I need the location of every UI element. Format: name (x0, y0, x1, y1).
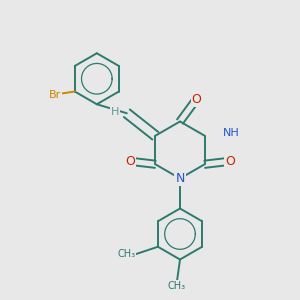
Text: CH₃: CH₃ (117, 249, 135, 259)
Text: O: O (125, 155, 135, 168)
Text: O: O (225, 155, 235, 168)
Text: CH₃: CH₃ (168, 281, 186, 291)
Text: NH: NH (223, 128, 239, 138)
Text: N: N (175, 172, 185, 185)
Text: Br: Br (49, 89, 62, 100)
Text: O: O (192, 92, 201, 106)
Text: H: H (111, 107, 119, 117)
